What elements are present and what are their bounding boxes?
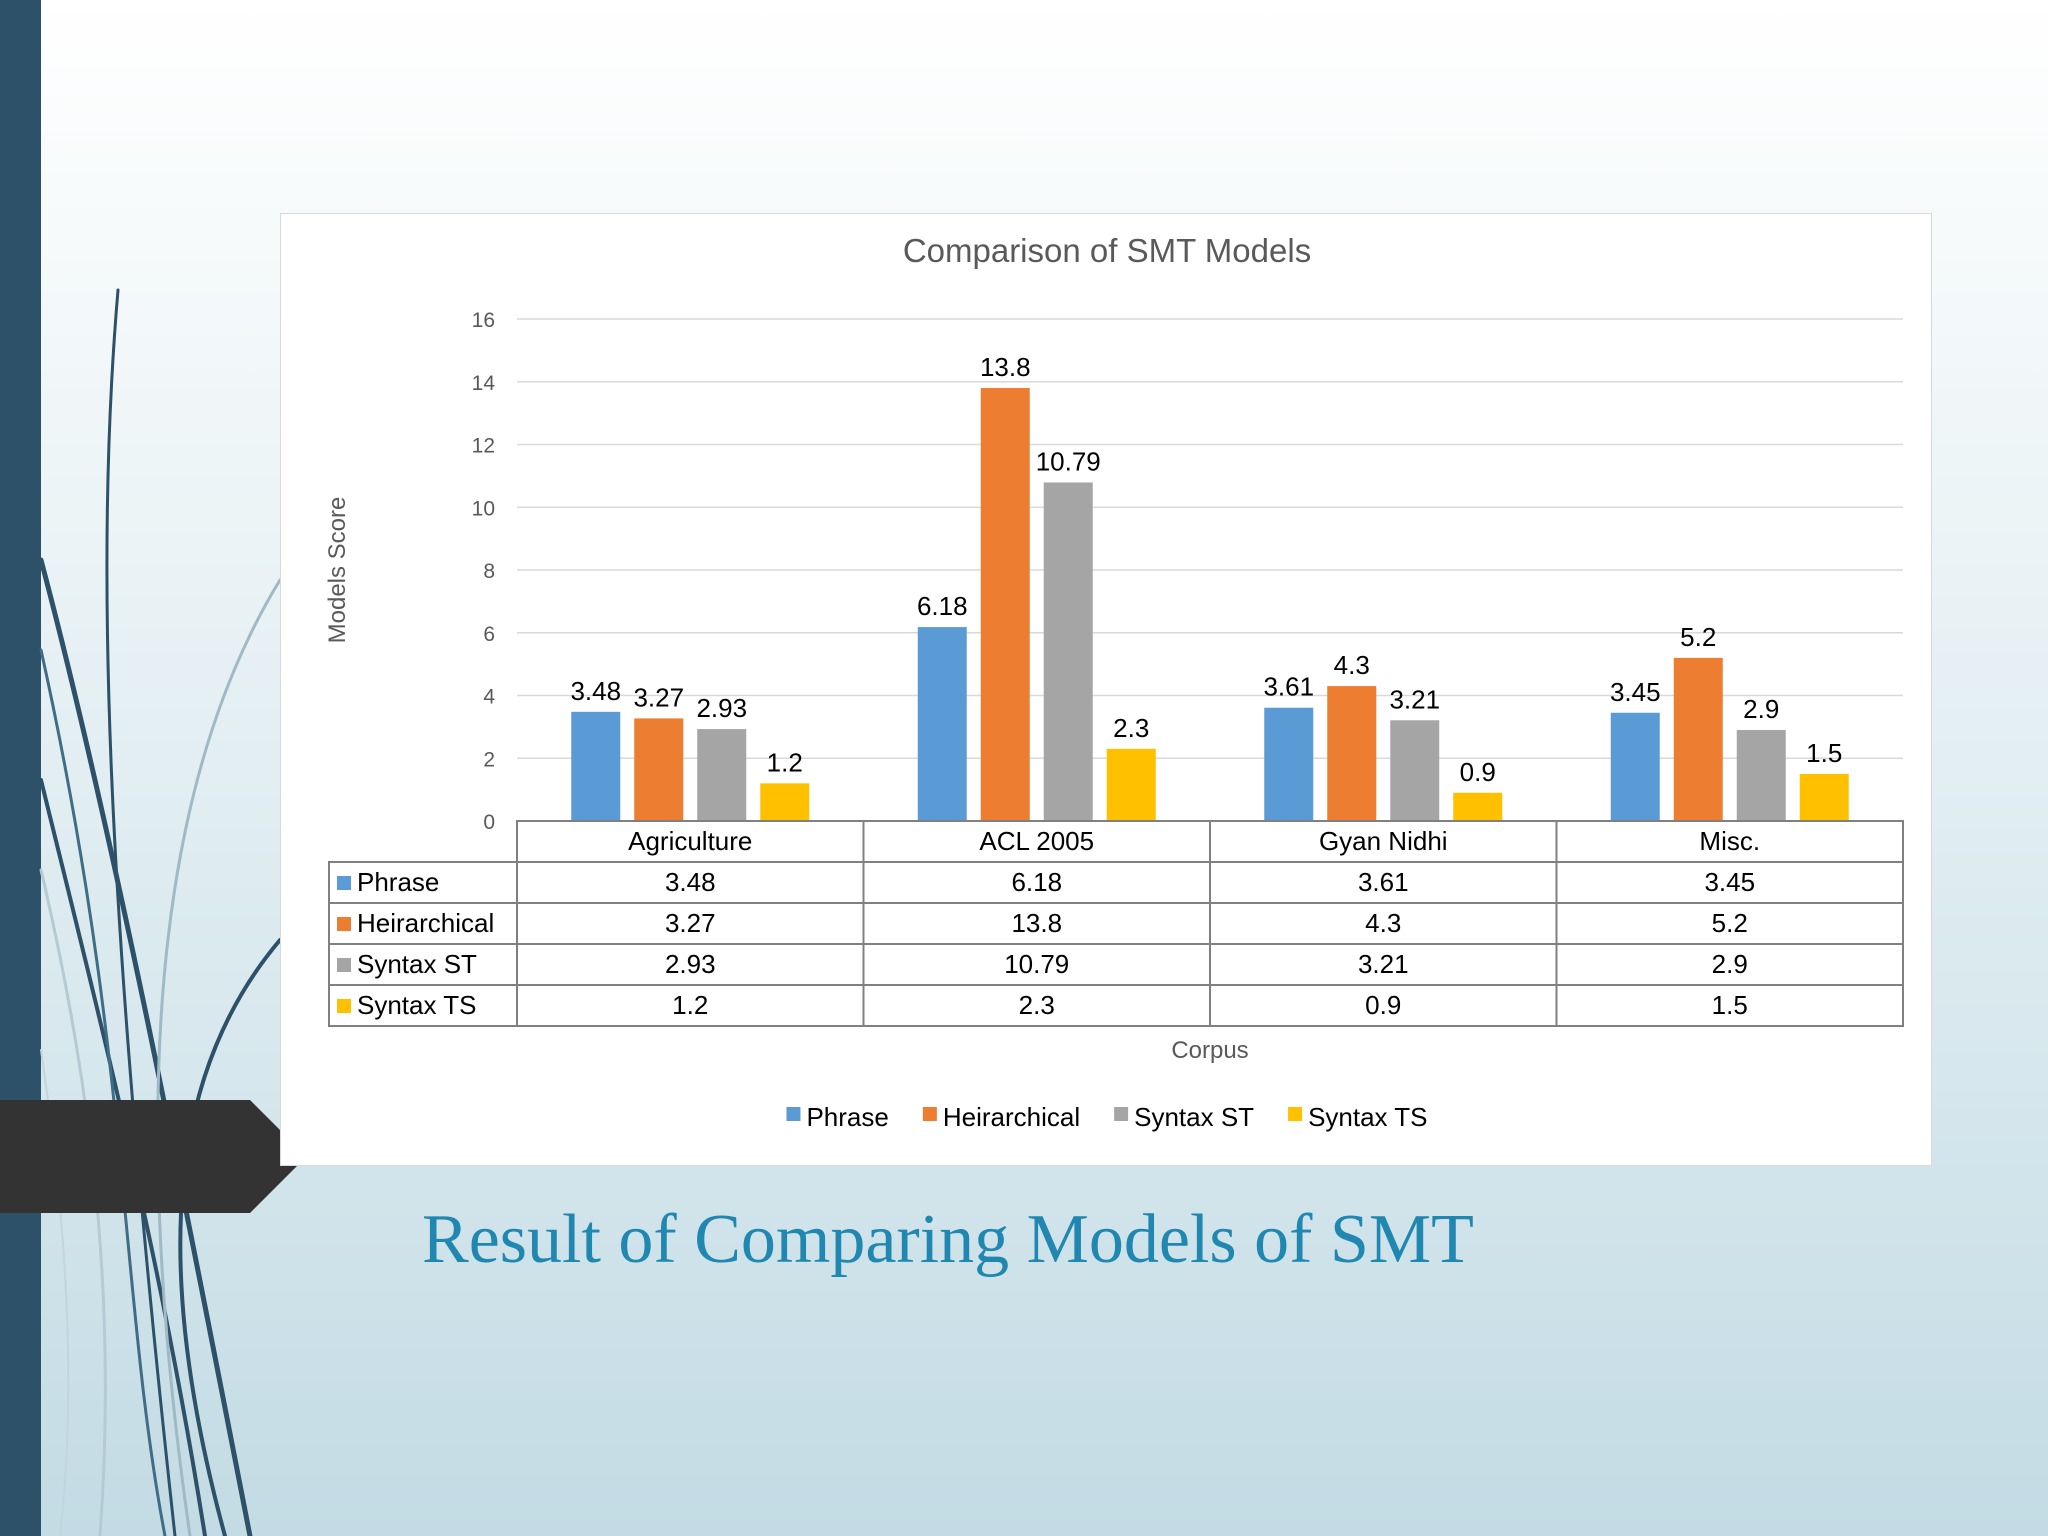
y-tick-label: 4 [483,686,495,709]
legend-label: Syntax TS [1308,1102,1427,1132]
legend-swatch [1288,1107,1303,1121]
y-tick-label: 2 [483,748,495,771]
table-cell: 5.2 [1712,908,1748,938]
legend-item: Syntax ST [1114,1102,1254,1132]
bar [571,711,621,821]
category-label: ACL 2005 [979,826,1094,856]
data-label: 3.21 [1389,684,1440,714]
legend: Phrase Heirarchical Syntax ST Syntax TS [786,1102,1428,1132]
data-label: 3.27 [633,682,684,712]
data-label: 2.93 [696,693,747,723]
bar [917,627,967,821]
category-label: Gyan Nidhi [1319,826,1448,856]
bar [760,783,810,821]
category-label: Agriculture [628,826,752,856]
bar [1390,720,1440,821]
table-series-name: Heirarchical [357,908,494,938]
bar [1264,707,1314,821]
slide-title: Result of Comparing Models of SMT [422,1201,1474,1278]
legend-swatch [1114,1107,1129,1121]
gridlines: 0 2 4 6 8 10 12 14 16 [472,309,1903,834]
y-axis-label: Models Score [324,497,351,644]
y-tick-label: 0 [483,811,495,834]
data-label: 4.3 [1334,650,1370,680]
bar [697,729,747,821]
y-tick-label: 12 [472,435,495,458]
data-label: 0.9 [1460,757,1496,787]
legend-swatch [922,1107,937,1121]
data-label: 2.9 [1743,694,1779,724]
bar [1043,482,1093,821]
data-label: 10.79 [1036,446,1101,476]
table-cell: 2.93 [665,949,716,979]
bar [1799,773,1849,821]
y-tick-label: 16 [472,309,495,332]
data-label: 3.61 [1263,672,1314,702]
data-label: 3.48 [570,676,621,706]
table-cell: 6.18 [1011,867,1062,897]
table-cell: 4.3 [1365,908,1401,938]
bar [1327,686,1377,821]
title-marker-tag [0,1100,300,1213]
category-label: Misc. [1699,826,1760,856]
y-tick-label: 14 [472,372,496,395]
bar [634,718,684,821]
table-cell: 2.9 [1712,949,1748,979]
bar [980,388,1030,821]
table-cell: 1.2 [672,990,708,1020]
y-tick-label: 6 [483,623,495,646]
table-series-name: Syntax TS [357,990,476,1020]
y-tick-label: 10 [472,497,495,520]
bar [1610,712,1660,821]
table-cell: 13.8 [1011,908,1062,938]
data-label: 5.2 [1680,622,1716,652]
chart-title: Comparison of SMT Models [903,232,1311,269]
table-cell: 3.48 [665,867,716,897]
table-cell: 1.5 [1712,990,1748,1020]
table-cell: 3.21 [1358,949,1409,979]
table-cell: 3.61 [1358,867,1409,897]
table-series-key [337,876,351,890]
table-cell: 0.9 [1365,990,1401,1020]
sidebar-stripe [0,0,41,1536]
table-cell: 10.79 [1004,949,1069,979]
table-series-name: Phrase [357,867,439,897]
bar [1106,748,1156,821]
bar [1673,657,1723,821]
data-label: 3.45 [1610,677,1661,707]
table-series-key [337,917,351,931]
chart-panel: Comparison of SMT Models Models Score Co… [280,213,1932,1166]
table-cell: 3.45 [1704,867,1755,897]
legend-item: Syntax TS [1288,1102,1428,1132]
data-label: 1.5 [1806,738,1842,768]
data-table: Agriculture ACL 2005 Gyan Nidhi Misc. Phrase… [328,820,1904,1027]
legend-item: Phrase [786,1102,889,1132]
table-series-name: Syntax ST [357,949,477,979]
data-label: 1.2 [767,747,803,777]
chart: Comparison of SMT Models Models Score Co… [324,232,1904,1132]
data-label: 6.18 [917,591,968,621]
table-cell: 3.27 [665,908,716,938]
data-label: 13.8 [980,352,1031,382]
x-axis-label: Corpus [1171,1037,1248,1064]
bars: 3.48 3.27 2.93 1.2 6.18 13.8 10.79 2.3 3.61 4.3 3.… [570,352,1849,821]
legend-label: Syntax ST [1134,1102,1254,1132]
table-cell: 2.3 [1019,990,1055,1020]
bar [1453,792,1503,821]
y-tick-label: 8 [483,560,495,583]
legend-label: Heirarchical [943,1102,1080,1132]
legend-label: Phrase [806,1102,888,1132]
legend-item: Heirarchical [922,1102,1080,1132]
table-series-key [337,958,351,972]
data-label: 2.3 [1113,713,1149,743]
bar [1736,730,1786,821]
legend-swatch [786,1107,801,1121]
table-series-key [337,999,351,1013]
